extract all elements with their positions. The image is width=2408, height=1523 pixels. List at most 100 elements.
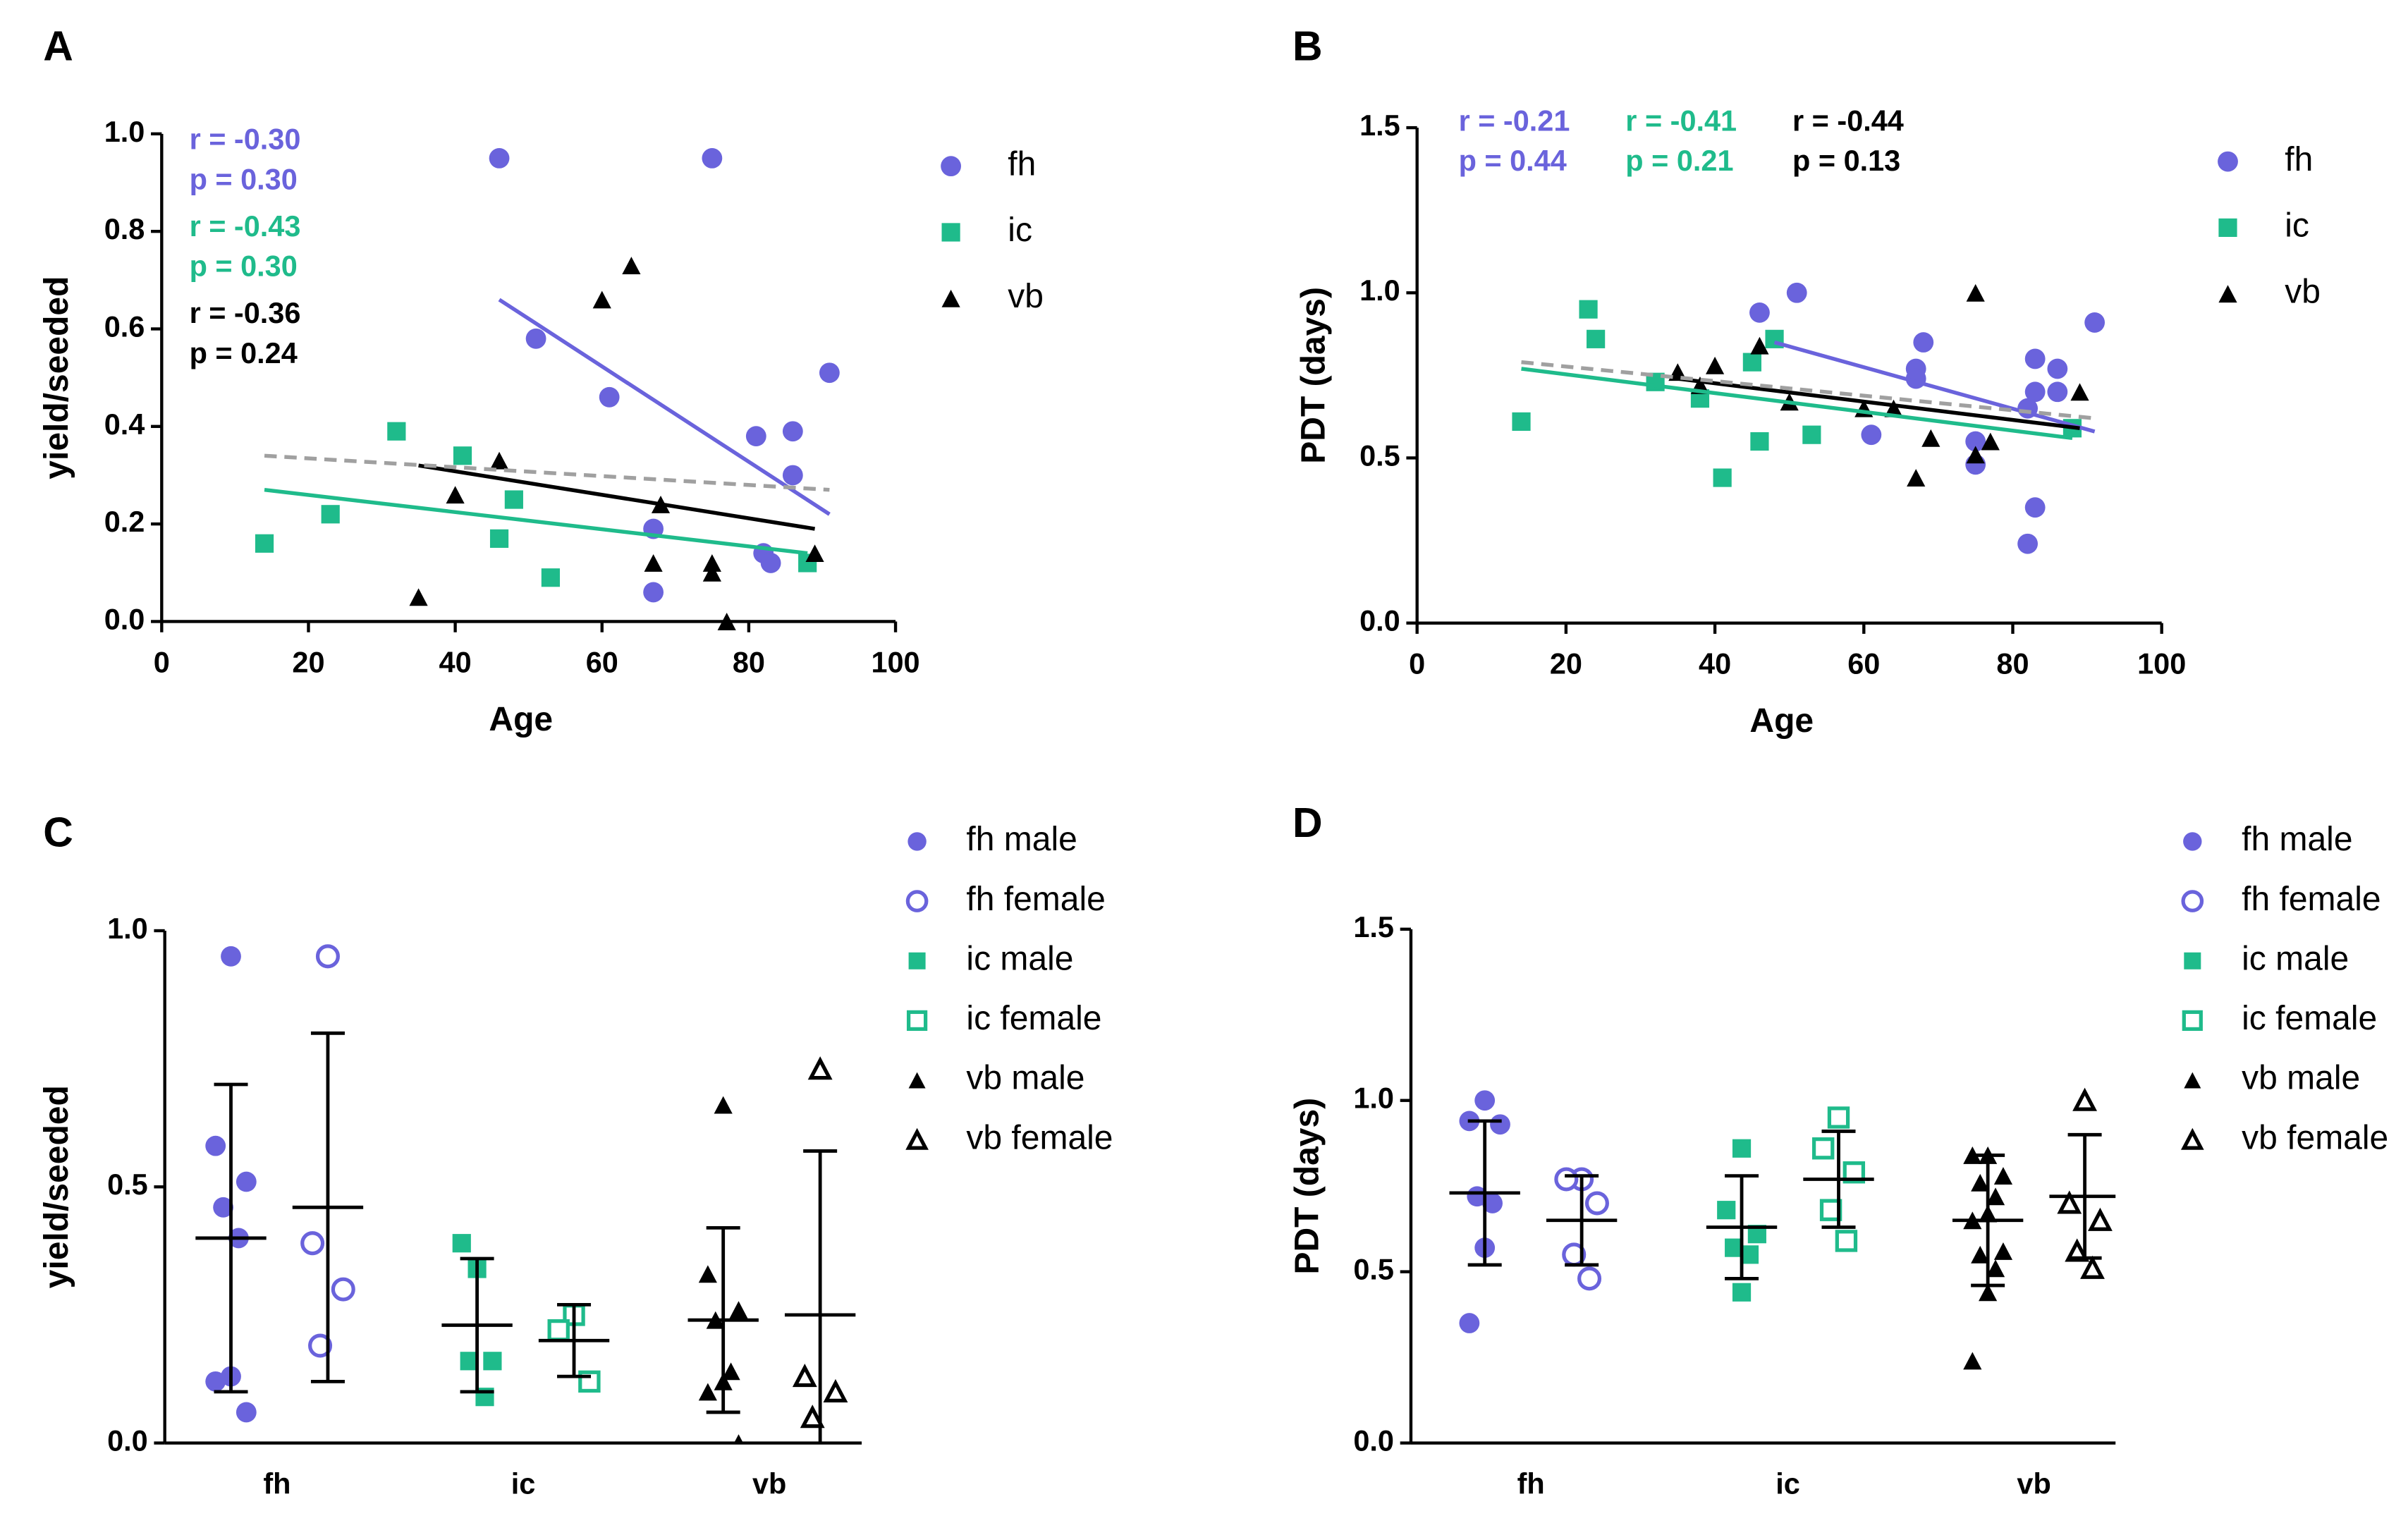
data-point (1981, 432, 2000, 451)
data-point (702, 563, 721, 582)
y-tick-label: 0.0 (107, 1424, 148, 1457)
stat-annotation: p = 0.30 (190, 162, 298, 195)
data-point (702, 554, 721, 572)
fit-line (1677, 377, 2080, 431)
stat-annotation: r = -0.41 (1625, 104, 1737, 137)
y-axis-label: PDT (days) (1295, 287, 1332, 464)
data-point (504, 490, 523, 509)
legend-marker (941, 289, 960, 307)
legend-label: vb (1008, 278, 1044, 315)
data-point (733, 1434, 744, 1443)
legend-label: ic (2285, 207, 2309, 245)
legend-marker (908, 952, 926, 970)
legend-marker (2182, 1010, 2203, 1032)
legend-label: vb male (2242, 1060, 2360, 1097)
x-tick-label: fh (1517, 1467, 1545, 1500)
data-point (2024, 381, 2046, 403)
data-point (800, 1405, 825, 1429)
x-tick-label: 40 (1699, 647, 1731, 680)
x-tick-label: 100 (2137, 647, 2186, 680)
stat-annotation: r = -0.30 (190, 123, 301, 156)
x-tick-label: 80 (733, 645, 765, 678)
data-point (1577, 1266, 1602, 1291)
x-tick-label: 0 (154, 645, 170, 678)
data-point (1717, 1201, 1736, 1220)
legend-label: vb male (966, 1060, 1084, 1097)
panel-letter: B (1292, 23, 1323, 69)
y-axis-label: PDT (days) (1289, 1098, 1326, 1275)
legend-marker (2184, 1072, 2201, 1089)
y-tick-label: 0.2 (104, 505, 145, 538)
data-point (300, 1231, 325, 1256)
x-tick-label: ic (1776, 1467, 1800, 1500)
data-point (1750, 432, 1769, 451)
data-point (489, 451, 509, 470)
legend-marker (907, 832, 927, 851)
data-point (236, 1171, 257, 1192)
data-point (453, 446, 472, 465)
legend-marker (908, 1072, 926, 1089)
data-point (1802, 425, 1821, 444)
data-point (714, 1096, 733, 1114)
data-point (622, 257, 641, 274)
data-point (1584, 1191, 1609, 1216)
data-point (1884, 399, 1903, 417)
legend-label: ic female (966, 1000, 1101, 1037)
data-point (236, 1402, 257, 1423)
legend-marker (905, 890, 929, 912)
data-point (1921, 429, 1941, 447)
legend-marker (2218, 218, 2237, 237)
data-point (1993, 1167, 2013, 1185)
data-point (321, 505, 340, 524)
data-point (644, 554, 663, 572)
legend-label: vb female (966, 1119, 1113, 1156)
data-point (1966, 283, 1985, 302)
data-point (702, 148, 723, 169)
data-point (1713, 468, 1732, 487)
data-point (483, 1352, 502, 1371)
legend-label: fh female (2242, 881, 2381, 918)
data-point (221, 946, 241, 967)
y-tick-label: 0.0 (1353, 1424, 1394, 1457)
fit-line (1521, 367, 2073, 441)
x-tick-label: 20 (292, 645, 324, 678)
data-point (1986, 1259, 2005, 1278)
data-point (1913, 332, 1934, 353)
y-tick-label: 0.8 (104, 212, 145, 245)
data-point (2024, 497, 2046, 518)
data-point (1965, 431, 1986, 452)
data-point (1749, 302, 1770, 323)
legend-marker (2183, 832, 2202, 851)
plot-area (195, 944, 856, 1443)
panel-letter: C (43, 809, 73, 855)
data-point (525, 328, 546, 349)
data-point (2024, 348, 2046, 369)
x-tick-label: vb (2017, 1467, 2051, 1500)
data-point (1963, 1352, 1982, 1370)
x-tick-label: 60 (1847, 647, 1880, 680)
data-point (331, 1277, 355, 1302)
data-point (729, 1301, 748, 1319)
panel-letter: A (43, 23, 73, 69)
data-point (1742, 353, 1761, 372)
data-point (1554, 1167, 1579, 1192)
data-point (643, 582, 664, 603)
x-axis-label: Age (489, 701, 553, 738)
panel-letter: D (1292, 800, 1323, 846)
y-tick-label: 0.5 (107, 1168, 148, 1201)
x-tick-label: 20 (1550, 647, 1582, 680)
data-point (315, 944, 340, 969)
fit-line (264, 453, 830, 492)
legend-label: fh female (966, 881, 1105, 918)
x-tick-label: 40 (439, 645, 472, 678)
data-point (1971, 1245, 1990, 1264)
y-tick-label: 1.0 (104, 115, 145, 148)
stat-annotation: r = -0.21 (1459, 104, 1570, 137)
data-point (489, 529, 509, 548)
legend-marker (941, 156, 961, 177)
x-tick-label: vb (752, 1467, 786, 1500)
stat-annotation: p = 0.13 (1792, 144, 1900, 177)
data-point (1732, 1283, 1752, 1302)
y-tick-label: 1.5 (1353, 910, 1394, 943)
